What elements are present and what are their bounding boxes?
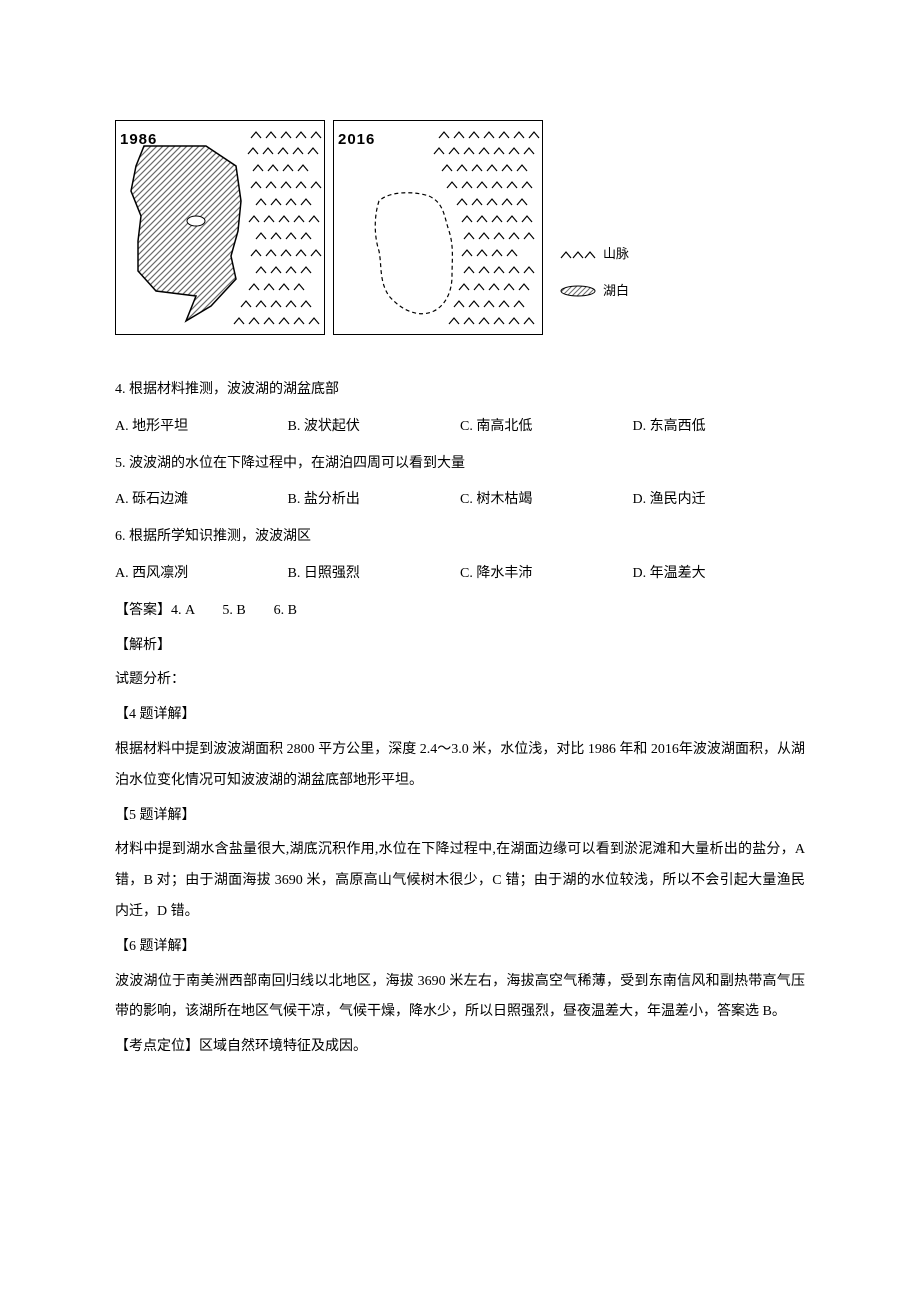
lake-icon — [559, 284, 597, 298]
figure-container: 1986 — [115, 120, 805, 335]
detail4-header: 【4 题详解】 — [115, 700, 805, 731]
q4-option-c: C. 南高北低 — [460, 412, 633, 443]
detail6-body: 波波湖位于南美洲西部南回归线以北地区，海拔 3690 米左右，海拔高空气稀薄，受… — [115, 967, 805, 1029]
q6-option-c: C. 降水丰沛 — [460, 559, 633, 590]
legend-mountain-label: 山脉 — [603, 240, 629, 269]
legend-lake-label: 湖白 — [603, 277, 629, 306]
analysis-sub: 试题分析： — [115, 665, 805, 696]
legend-mountain-row: 山脉 — [559, 240, 629, 269]
q6-option-a: A. 西风凛冽 — [115, 559, 288, 590]
q6-stem: 6. 根据所学知识推测，波波湖区 — [115, 522, 805, 553]
q5-option-a: A. 砾石边滩 — [115, 485, 288, 516]
map-panel-2016: 2016 — [333, 120, 543, 335]
topic-line: 【考点定位】区域自然环境特征及成因。 — [115, 1032, 805, 1063]
q5-stem: 5. 波波湖的水位在下降过程中，在湖泊四周可以看到大量 — [115, 449, 805, 480]
q4-option-d: D. 东高西低 — [633, 412, 806, 443]
q6-option-d: D. 年温差大 — [633, 559, 806, 590]
year-label-2016: 2016 — [338, 123, 375, 156]
q6-option-b: B. 日照强烈 — [288, 559, 461, 590]
q4-options: A. 地形平坦 B. 波状起伏 C. 南高北低 D. 东高西低 — [115, 412, 805, 443]
figure-legend: 山脉 湖白 — [559, 120, 629, 335]
q4-option-b: B. 波状起伏 — [288, 412, 461, 443]
q4-option-a: A. 地形平坦 — [115, 412, 288, 443]
q6-options: A. 西风凛冽 B. 日照强烈 C. 降水丰沛 D. 年温差大 — [115, 559, 805, 590]
q5-option-b: B. 盐分析出 — [288, 485, 461, 516]
legend-lake-row: 湖白 — [559, 277, 629, 306]
answers-line: 【答案】4. A 5. B 6. B — [115, 596, 805, 627]
q4-stem: 4. 根据材料推测，波波湖的湖盆底部 — [115, 375, 805, 406]
detail4-body: 根据材料中提到波波湖面积 2800 平方公里，深度 2.4～3.0 米，水位浅，… — [115, 735, 805, 797]
detail5-header: 【5 题详解】 — [115, 801, 805, 832]
detail5-body: 材料中提到湖水含盐量很大,湖底沉积作用,水位在下降过程中,在湖面边缘可以看到淤泥… — [115, 835, 805, 927]
year-label-1986: 1986 — [120, 123, 157, 156]
q5-option-c: C. 树木枯竭 — [460, 485, 633, 516]
q5-options: A. 砾石边滩 B. 盐分析出 C. 树木枯竭 D. 渔民内迁 — [115, 485, 805, 516]
map-panel-1986: 1986 — [115, 120, 325, 335]
detail6-header: 【6 题详解】 — [115, 932, 805, 963]
mountain-icon — [559, 247, 597, 261]
q5-option-d: D. 渔民内迁 — [633, 485, 806, 516]
analysis-header: 【解析】 — [115, 631, 805, 662]
